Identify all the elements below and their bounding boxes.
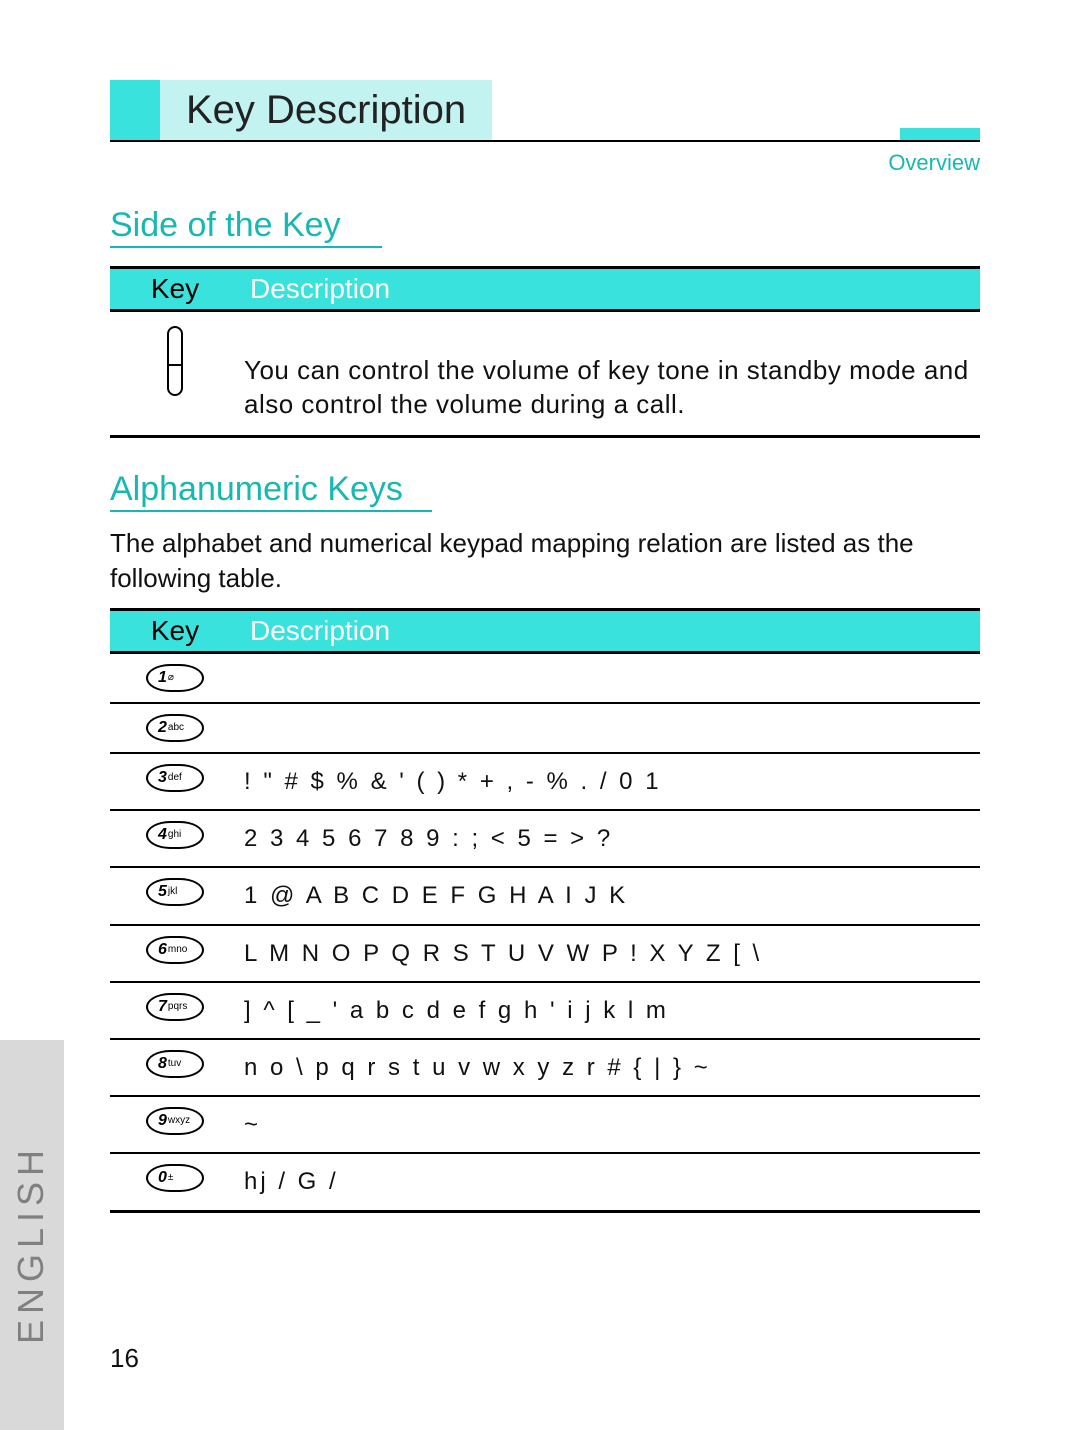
key-description: hj / G / <box>240 1153 980 1211</box>
page-number: 16 <box>110 1343 139 1374</box>
table-header-row: Key Description <box>110 268 980 311</box>
section-underline <box>110 246 382 248</box>
table-row: 6mno L M N O P Q R S T U V W P ! X Y Z [ … <box>110 925 980 982</box>
col-description: Description <box>240 268 980 311</box>
keypad-key-icon: 6mno <box>146 936 204 964</box>
key-description: ] ^ [ _ ' a b c d e f g h ' i j k l m <box>240 982 980 1039</box>
keypad-key-icon: 5jkl <box>146 878 204 906</box>
table-row: 3def ! " # $ % & ' ( ) * + , - % . / 0 1 <box>110 753 980 810</box>
page-title: Key Description <box>160 80 492 140</box>
section-heading-side-of-key: Side of the Key <box>110 206 341 245</box>
key-description <box>240 703 980 753</box>
title-accent-block <box>110 80 160 140</box>
key-description <box>240 653 980 704</box>
keypad-key-icon: 1⌀ <box>146 664 204 692</box>
table-header-row: Key Description <box>110 610 980 653</box>
key-description: ! " # $ % & ' ( ) * + , - % . / 0 1 <box>240 753 980 810</box>
table-row: 9wxyz ~ <box>110 1096 980 1153</box>
key-description: 1 @ A B C D E F G H A I J K <box>240 867 980 924</box>
table-row: 0± hj / G / <box>110 1153 980 1211</box>
section-underline <box>110 510 432 512</box>
col-description: Description <box>240 610 980 653</box>
keypad-key-icon: 7pqrs <box>146 993 204 1021</box>
language-label: ENGLISH <box>10 1144 52 1344</box>
side-key-table: Key Description Up/Down Side Key You can… <box>110 266 980 438</box>
key-description: 2 3 4 5 6 7 8 9 : ; < 5 = > ? <box>240 810 980 867</box>
table-row: 2abc <box>110 703 980 753</box>
up-down-side-key-icon <box>161 326 189 396</box>
keypad-key-icon: 2abc <box>146 714 204 742</box>
keypad-key-icon: 0± <box>146 1164 204 1192</box>
title-right-accent <box>900 128 980 140</box>
col-key: Key <box>110 610 240 653</box>
table-row: 7pqrs ] ^ [ _ ' a b c d e f g h ' i j k l… <box>110 982 980 1039</box>
keypad-key-icon: 8tuv <box>146 1050 204 1078</box>
row-body: You can control the volume of key tone i… <box>244 354 976 422</box>
keypad-key-icon: 3def <box>146 764 204 792</box>
col-key: Key <box>110 268 240 311</box>
keypad-key-icon: 4ghi <box>146 821 204 849</box>
table-row: 5jkl 1 @ A B C D E F G H A I J K <box>110 867 980 924</box>
table-row: 8tuv n o \ p q r s t u v w x y z r # { | … <box>110 1039 980 1096</box>
keypad-key-icon: 9wxyz <box>146 1107 204 1135</box>
table-row: Up/Down Side Key You can control the vol… <box>110 311 980 437</box>
title-rule <box>110 140 980 142</box>
page: Key Description Overview Side of the Key… <box>0 0 1080 1430</box>
table-row: 4ghi 2 3 4 5 6 7 8 9 : ; < 5 = > ? <box>110 810 980 867</box>
key-description: ~ <box>240 1096 980 1153</box>
row-subtitle: Up/Down Side Key <box>244 320 976 354</box>
key-description: L M N O P Q R S T U V W P ! X Y Z [ \ <box>240 925 980 982</box>
key-description: n o \ p q r s t u v w x y z r # { | } ~ <box>240 1039 980 1096</box>
breadcrumb: Overview <box>888 150 980 176</box>
alphanumeric-intro: The alphabet and numerical keypad mappin… <box>110 526 980 596</box>
table-row: 1⌀ <box>110 653 980 704</box>
title-header: Key Description <box>110 80 980 140</box>
alphanumeric-table: Key Description 1⌀ 2abc 3def ! " # $ % & ' … <box>110 608 980 1213</box>
section-heading-alphanumeric: Alphanumeric Keys <box>110 470 403 509</box>
